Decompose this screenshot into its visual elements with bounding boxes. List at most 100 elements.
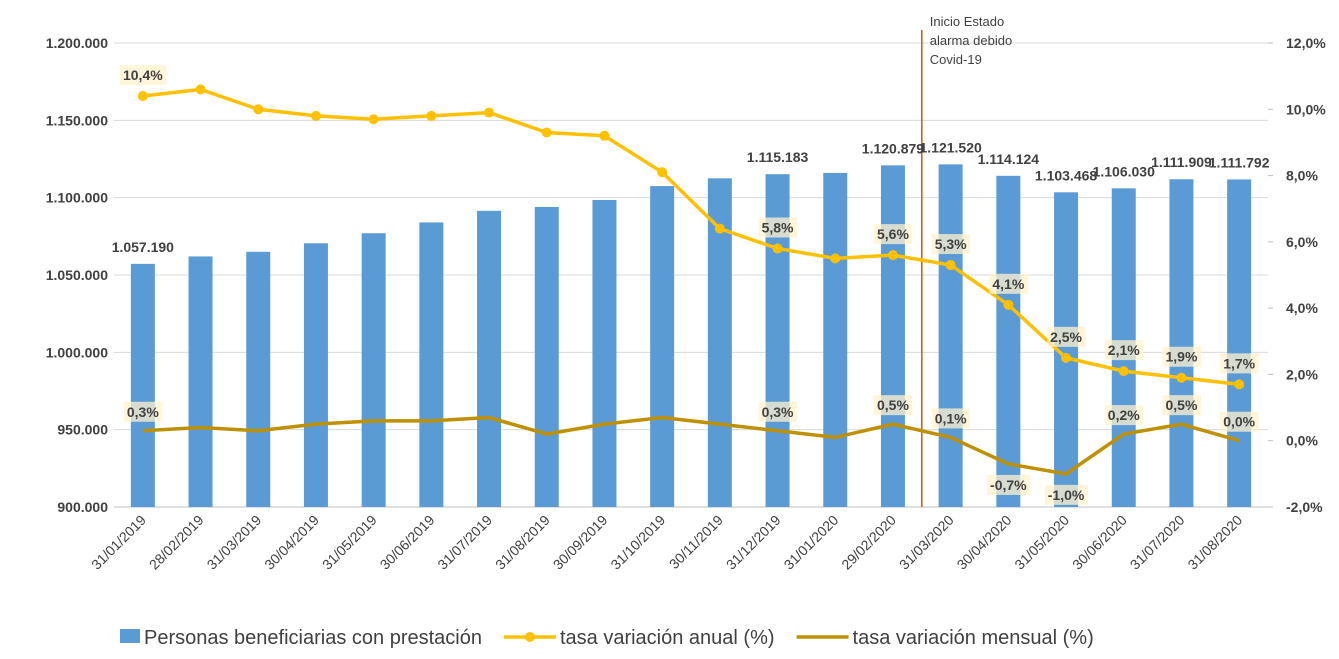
bar [477, 210, 502, 507]
bar [1169, 179, 1194, 507]
x-tick-label: 31/01/2019 [88, 512, 149, 573]
label-box [1044, 484, 1088, 505]
x-tick-label: 31/05/2019 [319, 512, 380, 573]
bar [938, 164, 963, 508]
data-label: 0,5% [877, 397, 909, 413]
data-label: 0,2% [1108, 407, 1140, 423]
label-box [1047, 326, 1086, 347]
data-label: 1,7% [1223, 355, 1255, 371]
data-label: 2,1% [1108, 342, 1140, 358]
data-label: 4,1% [992, 276, 1024, 292]
label-box [1220, 411, 1259, 432]
point [310, 110, 321, 121]
point [426, 110, 437, 121]
point [714, 223, 725, 234]
x-tick-label: 31/10/2019 [607, 512, 668, 573]
data-label: 1.121.520 [920, 139, 982, 155]
label-box [1104, 340, 1144, 361]
annotation: Covid-19 [930, 52, 982, 67]
legend-label: tasa variación mensual (%) [853, 627, 1094, 649]
bar [419, 222, 444, 507]
point [368, 114, 379, 125]
x-tick-label: 31/08/2020 [1184, 512, 1245, 573]
data-label: 1.120.879 [862, 140, 924, 156]
data-label: 1.111.909 [1151, 154, 1212, 170]
y2-tick-label: 6,0% [1286, 234, 1318, 250]
data-label: 1.115.183 [747, 149, 809, 165]
data-label: 1.106.030 [1093, 163, 1155, 179]
x-tick-label: 30/04/2020 [954, 512, 1015, 573]
x-tick-label: 30/06/2020 [1069, 512, 1130, 573]
y2-tick-label: 12,0% [1286, 35, 1326, 51]
line [142, 87, 1240, 387]
point [772, 243, 783, 254]
y-tick-label: 1.200.000 [46, 35, 108, 51]
data-label: 1.103.468 [1035, 167, 1097, 183]
label-box [873, 224, 913, 245]
y2-tick-label: 2,0% [1286, 366, 1318, 382]
label-box [758, 217, 798, 238]
y2-tick-label: -2,0% [1286, 499, 1323, 515]
data-label: 0,3% [762, 404, 794, 420]
y-tick-label: 1.100.000 [46, 190, 108, 206]
label-box [931, 234, 971, 255]
data-label: 1.111.792 [1209, 154, 1270, 170]
y-tick-label: 1.000.000 [46, 344, 108, 360]
data-label: 1.114.124 [978, 151, 1040, 167]
data-label: 2,5% [1050, 329, 1082, 345]
label-box [758, 401, 798, 422]
data-label: 0,5% [1165, 397, 1197, 413]
y2-tick-label: 0,0% [1286, 433, 1318, 449]
bar [823, 172, 848, 508]
label-box [1162, 395, 1201, 416]
point [945, 260, 956, 271]
bar [592, 199, 617, 507]
x-tick-label: 30/04/2019 [261, 512, 322, 573]
label-box [119, 65, 167, 86]
y-tick-label: 1.150.000 [46, 112, 108, 128]
data-label: 0,0% [1223, 414, 1255, 430]
bar [303, 243, 328, 507]
x-tick-label: 31/07/2019 [434, 512, 495, 573]
point [253, 104, 264, 115]
point [887, 250, 898, 261]
annotation: alarma debido [930, 33, 1012, 48]
label-box [123, 401, 163, 422]
y-tick-label: 900.000 [57, 499, 108, 515]
data-label: -1,0% [1048, 487, 1085, 503]
x-tick-label: 31/07/2020 [1127, 512, 1188, 573]
label-box [1220, 353, 1259, 374]
y-tick-label: 1.050.000 [46, 267, 108, 283]
point [599, 130, 610, 141]
data-label: 5,8% [762, 219, 794, 235]
label-box [989, 273, 1028, 294]
legend-label: Personas beneficiarias con prestación [144, 627, 482, 649]
label-box [1104, 405, 1144, 426]
data-label: 0,1% [935, 410, 967, 426]
point [1176, 372, 1187, 383]
bar [996, 175, 1021, 508]
bar [650, 186, 675, 508]
point [830, 253, 841, 264]
x-tick-label: 31/05/2020 [1011, 512, 1072, 573]
point [1003, 299, 1014, 310]
bar [534, 206, 559, 508]
annotation: Inicio Estado [930, 14, 1004, 29]
legend-swatch [524, 632, 535, 642]
data-label: 5,6% [877, 226, 909, 242]
x-tick-label: 31/12/2019 [723, 512, 784, 573]
data-label: 10,4% [123, 67, 163, 83]
data-label: 1,9% [1165, 349, 1197, 365]
y2-tick-label: 10,0% [1286, 101, 1326, 117]
point [657, 167, 668, 178]
data-label: 5,3% [935, 236, 967, 252]
x-tick-label: 30/09/2019 [550, 512, 611, 573]
x-tick-label: 30/11/2019 [666, 512, 726, 572]
x-tick-label: 31/01/2020 [781, 512, 842, 573]
x-tick-label: 28/02/2019 [146, 512, 207, 573]
label-box [987, 474, 1031, 495]
bar [188, 256, 213, 507]
point [1061, 352, 1072, 363]
point [195, 84, 206, 95]
bar [130, 263, 155, 507]
